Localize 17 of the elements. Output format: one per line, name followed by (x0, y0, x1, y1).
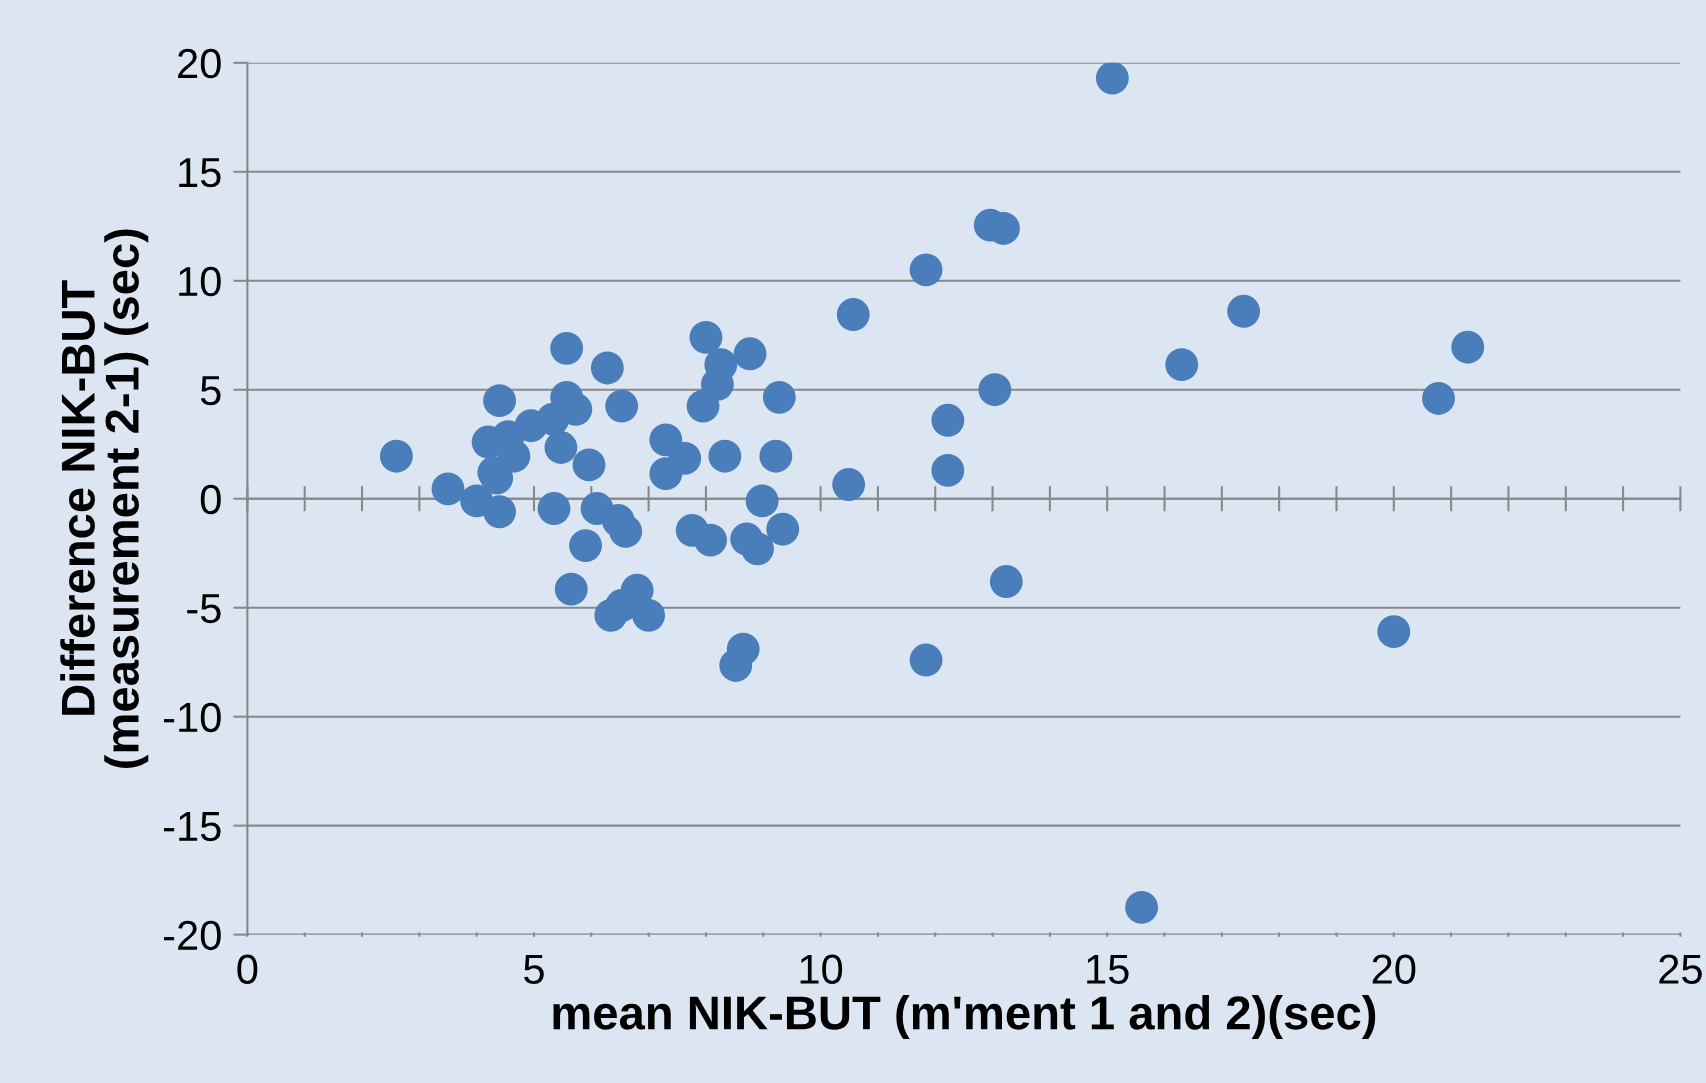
y-tick-label: 10 (179, 266, 221, 297)
x-tick-label: 5 (524, 954, 544, 984)
y-axis-title: Difference NIK-BUT (measurement 2-1) (sec) (60, 229, 149, 768)
y-tick-label: -20 (164, 920, 221, 951)
y-tick-label: -15 (164, 812, 221, 842)
y-tick-label: 20 (178, 48, 221, 79)
x-tick-label: 20 (1372, 954, 1416, 984)
x-tick-label: 0 (237, 954, 258, 984)
x-tick-label: 15 (1087, 954, 1129, 984)
y-tick-label: 5 (200, 376, 221, 406)
x-tick-label: 25 (1659, 954, 1702, 984)
y-tick-label: 15 (179, 158, 221, 188)
y-tick-label: -5 (187, 594, 221, 624)
y-tick-label: 0 (200, 484, 221, 515)
y-tick-label: -10 (164, 702, 221, 733)
x-axis-title: mean NIK-BUT (m'ment 1 and 2)(sec) (553, 995, 1376, 1040)
x-tick-label: 10 (800, 954, 843, 984)
